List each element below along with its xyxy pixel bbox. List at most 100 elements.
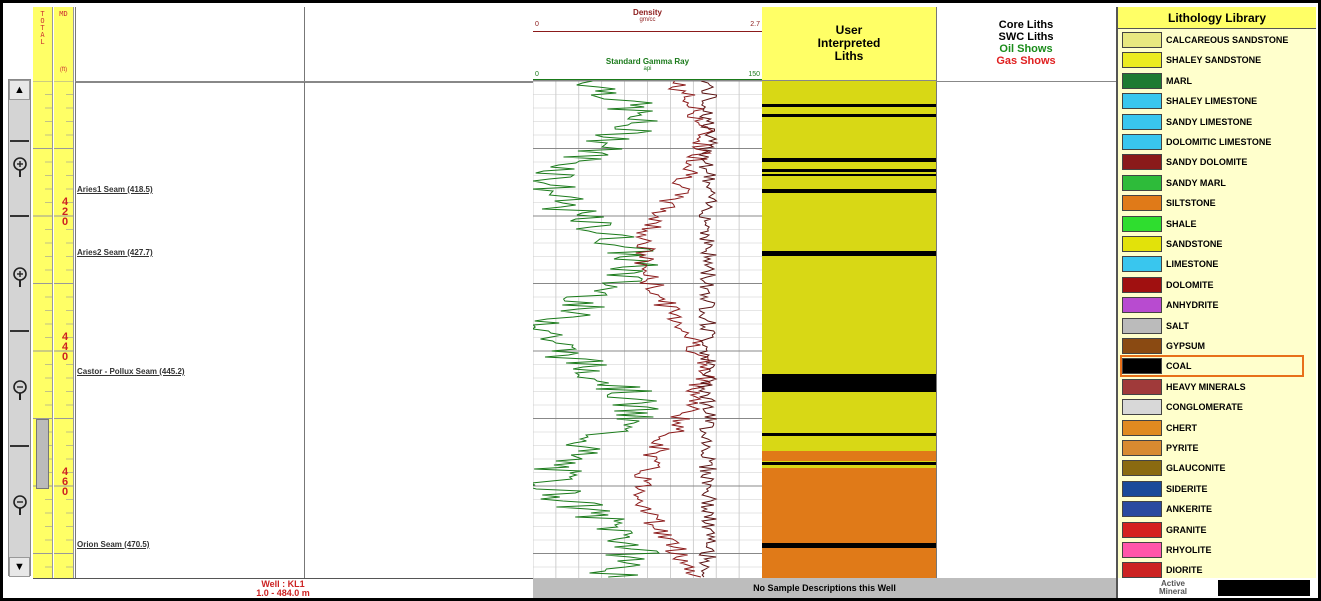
- zoom-in-small-button[interactable]: [10, 262, 29, 292]
- lith-label: DOLOMITE: [1166, 279, 1214, 290]
- sample-descriptions-bar: No Sample Descriptions this Well: [533, 578, 1116, 598]
- lith-swatch: [1122, 317, 1162, 334]
- gamma-max: 150: [748, 71, 760, 78]
- active-mineral-swatch[interactable]: [1218, 580, 1310, 596]
- density-unit: gm/cc: [639, 17, 656, 23]
- library-item[interactable]: SANDY LIMESTONE: [1122, 113, 1252, 131]
- liths-header-line: User: [835, 23, 863, 37]
- coal-bed: [762, 251, 936, 256]
- library-item[interactable]: HEAVY MINERALS: [1122, 378, 1246, 396]
- library-item[interactable]: GLAUCONITE: [1122, 459, 1226, 477]
- zoom-in-icon: [12, 157, 27, 177]
- library-item[interactable]: ANKERITE: [1122, 500, 1212, 518]
- density-curve: [632, 81, 715, 578]
- library-item[interactable]: SHALEY SANDSTONE: [1122, 51, 1261, 69]
- library-item[interactable]: COAL: [1120, 355, 1304, 378]
- coal-bed: [762, 169, 936, 172]
- library-title: Lithology Library: [1118, 7, 1316, 29]
- lith-swatch: [1122, 562, 1162, 578]
- lith-swatch: [1122, 72, 1162, 89]
- library-item[interactable]: GRANITE: [1122, 521, 1207, 539]
- depth-scroll-thumb[interactable]: [36, 419, 49, 489]
- lith-column: [762, 81, 936, 578]
- siltstone-bed: [762, 451, 936, 461]
- library-item[interactable]: DIORITE: [1122, 561, 1203, 578]
- gamma-min: 0: [535, 71, 539, 78]
- lith-swatch: [1122, 236, 1162, 252]
- library-item[interactable]: SANDY MARL: [1122, 174, 1226, 192]
- library-item[interactable]: GYPSUM: [1122, 337, 1205, 355]
- lith-label: SANDY LIMESTONE: [1166, 116, 1253, 127]
- library-item[interactable]: CALCAREOUS SANDSTONE: [1122, 31, 1288, 49]
- lith-swatch: [1122, 134, 1162, 150]
- lithology-library: Lithology Library CALCAREOUS SANDSTONE SH…: [1116, 7, 1316, 578]
- lith-label: SHALEY LIMESTONE: [1166, 96, 1258, 107]
- core-liths-label: Core Liths: [998, 19, 1054, 31]
- lith-label: HEAVY MINERALS: [1166, 381, 1246, 392]
- library-item[interactable]: PYRITE: [1122, 439, 1199, 457]
- md-scale: [54, 81, 74, 568]
- toolbar-separator: [10, 140, 29, 142]
- oil-shows-label: Oil Shows: [999, 43, 1053, 55]
- library-item[interactable]: SILTSTONE: [1122, 194, 1216, 212]
- active-mineral-label: Active Mineral: [1158, 579, 1187, 596]
- library-item[interactable]: LIMESTONE: [1122, 255, 1218, 273]
- coal-bed: [762, 114, 936, 117]
- library-item[interactable]: DOLOMITIC LIMESTONE: [1122, 133, 1271, 151]
- md-unit: (ft): [59, 67, 68, 73]
- library-item[interactable]: SHALE: [1122, 215, 1197, 233]
- lith-label: SIDERITE: [1166, 483, 1208, 494]
- lith-swatch: [1122, 399, 1162, 416]
- row-divider: [75, 81, 533, 82]
- lith-swatch: [1122, 195, 1162, 212]
- library-item[interactable]: SALT: [1122, 317, 1189, 335]
- lith-swatch: [1122, 174, 1162, 191]
- zoom-out-large-button[interactable]: [10, 490, 29, 520]
- library-item[interactable]: SANDSTONE: [1122, 235, 1222, 253]
- shows-header: Core Liths SWC Liths Oil Shows Gas Shows: [936, 7, 1116, 81]
- lith-label: GRANITE: [1166, 524, 1207, 535]
- coal-bed: [762, 543, 936, 548]
- coal-bed: [762, 104, 936, 107]
- library-item[interactable]: DOLOMITE: [1122, 276, 1214, 294]
- lith-label: COAL: [1166, 361, 1192, 372]
- well-depth-range: 1.0 - 484.0 m: [256, 588, 310, 598]
- zoom-in-large-button[interactable]: [10, 152, 29, 182]
- lith-label: SANDY DOLOMITE: [1166, 157, 1248, 168]
- lith-label: DIORITE: [1166, 565, 1203, 576]
- lith-label: RHYOLITE: [1166, 545, 1212, 555]
- zoom-out-small-button[interactable]: [10, 375, 29, 405]
- library-item[interactable]: SHALEY LIMESTONE: [1122, 92, 1257, 110]
- coal-bed: [762, 158, 936, 162]
- library-item[interactable]: SIDERITE: [1122, 480, 1208, 498]
- active-mineral-panel: Active Mineral: [1116, 578, 1316, 598]
- user-liths-track[interactable]: [762, 81, 936, 578]
- lith-swatch: [1122, 460, 1162, 477]
- toolbar-separator: [10, 330, 29, 332]
- library-item[interactable]: SANDY DOLOMITE: [1122, 153, 1247, 171]
- library-item[interactable]: RHYOLITE: [1122, 541, 1212, 559]
- gamma-ray-curve: [533, 81, 661, 578]
- library-item[interactable]: CHERT: [1122, 419, 1197, 437]
- scroll-down-button[interactable]: ▼: [9, 557, 30, 577]
- md-header: MD: [59, 10, 68, 18]
- lith-label: MARL: [1166, 75, 1192, 86]
- lith-label: CHERT: [1166, 422, 1197, 433]
- lith-label: GLAUCONITE: [1166, 463, 1226, 474]
- library-item[interactable]: CONGLOMERATE: [1122, 398, 1243, 416]
- lith-swatch: [1122, 297, 1162, 314]
- library-item[interactable]: ANHYDRITE: [1122, 296, 1219, 314]
- lith-label: PYRITE: [1166, 443, 1199, 453]
- arrow-up-icon: ▲: [14, 84, 25, 96]
- lith-label: CALCAREOUS SANDSTONE: [1166, 35, 1289, 45]
- lith-swatch: [1122, 480, 1162, 497]
- column-divider: [304, 7, 305, 578]
- well-footer: Well : KL1 1.0 - 484.0 m: [33, 578, 533, 598]
- scroll-up-button[interactable]: ▲: [9, 80, 30, 100]
- siltstone-bed: [762, 548, 936, 578]
- lith-swatch: [1122, 154, 1162, 171]
- library-item[interactable]: MARL: [1122, 72, 1192, 90]
